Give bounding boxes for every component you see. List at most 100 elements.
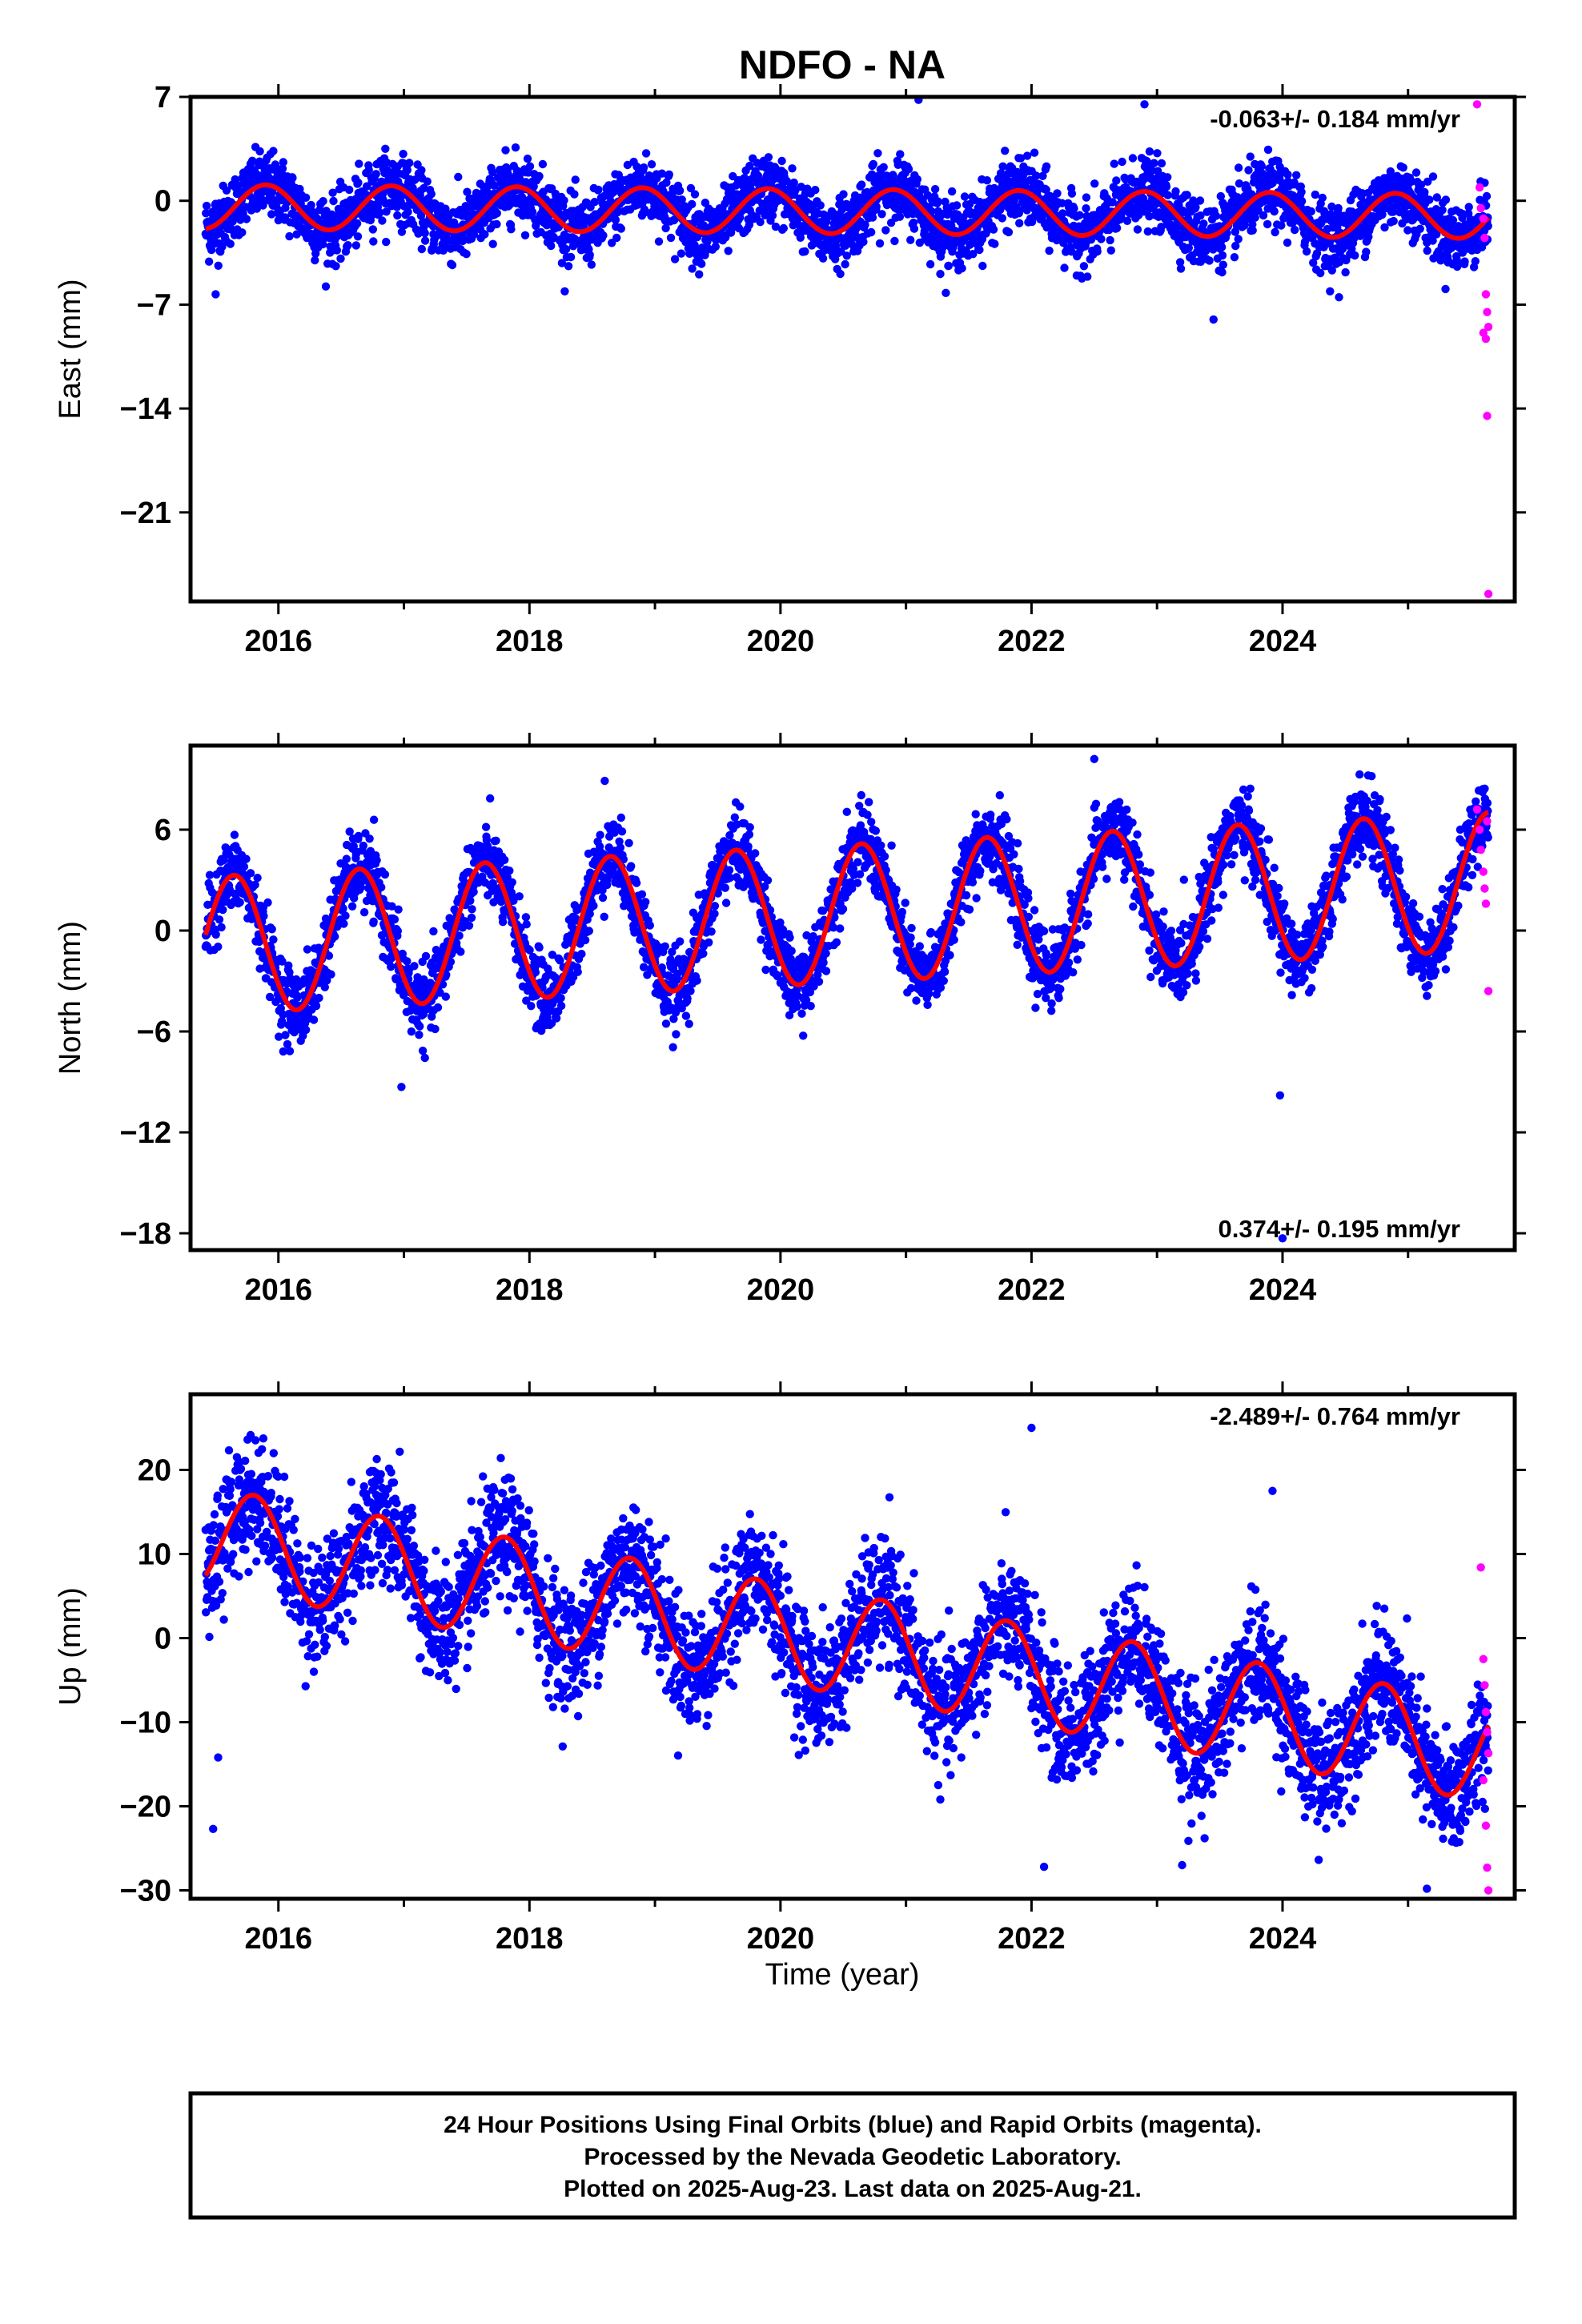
data-point — [1415, 224, 1424, 233]
data-point — [307, 200, 315, 210]
data-point — [421, 951, 431, 961]
panel-east: East (mm) 2016 2018 2020 2022 202470−7−14−21… — [54, 81, 1526, 658]
data-point — [861, 220, 869, 229]
data-point — [345, 185, 354, 195]
data-point — [881, 226, 890, 235]
data-point — [236, 215, 245, 224]
data-point — [697, 259, 706, 268]
data-point — [1297, 197, 1307, 206]
data-point — [285, 231, 294, 241]
data-point — [670, 255, 680, 263]
data-point — [455, 931, 464, 940]
data-point — [523, 155, 532, 163]
data-point — [371, 170, 380, 179]
y-tick-label: 7 — [155, 81, 171, 115]
data-point — [1118, 157, 1126, 167]
final-orbit-points-north — [201, 754, 1492, 1243]
data-point — [341, 911, 350, 920]
data-point — [311, 1001, 321, 1011]
data-point — [1090, 179, 1099, 188]
data-point — [801, 247, 809, 256]
data-point — [369, 917, 378, 927]
data-point — [321, 282, 331, 291]
data-point — [1441, 195, 1451, 204]
data-point — [1318, 193, 1327, 203]
data-point — [822, 217, 831, 226]
data-point — [1311, 190, 1320, 199]
data-point — [1378, 210, 1387, 219]
data-point — [577, 950, 586, 959]
data-point — [997, 172, 1006, 182]
data-point — [279, 158, 287, 167]
data-point — [982, 176, 992, 185]
data-point — [382, 207, 391, 216]
data-point — [1290, 225, 1299, 235]
data-point — [1042, 185, 1050, 195]
data-point — [873, 149, 882, 158]
data-point — [347, 902, 357, 911]
data-point — [1420, 187, 1429, 197]
data-point — [1408, 215, 1418, 224]
data-point — [1453, 259, 1462, 268]
data-point — [1464, 203, 1473, 211]
data-point — [1022, 151, 1032, 160]
data-point — [365, 834, 374, 843]
data-point — [238, 228, 247, 237]
data-point — [1403, 226, 1412, 235]
data-point — [1079, 262, 1089, 271]
data-point — [1471, 257, 1480, 266]
data-point — [512, 166, 521, 175]
y-axis-label-north: North (mm) — [54, 921, 87, 1075]
data-point — [1067, 189, 1077, 198]
data-point — [267, 210, 276, 219]
data-point — [1292, 171, 1301, 179]
data-point — [1218, 251, 1227, 260]
data-point — [343, 241, 352, 250]
data-point — [263, 898, 272, 907]
data-point — [639, 163, 648, 172]
data-point — [1151, 174, 1161, 183]
data-point — [1082, 193, 1091, 202]
data-point — [368, 225, 377, 234]
data-point — [909, 224, 919, 233]
data-point — [405, 159, 414, 167]
data-point — [1097, 235, 1106, 243]
plot-frame-east — [188, 94, 1517, 604]
data-point — [745, 220, 754, 229]
y-axis-label-east: East (mm) — [54, 279, 87, 419]
data-point — [214, 943, 223, 951]
data-point — [1248, 226, 1257, 235]
data-point — [515, 892, 524, 901]
data-point — [612, 233, 621, 243]
data-point — [654, 237, 664, 246]
data-point — [942, 288, 950, 297]
data-point — [480, 230, 489, 239]
data-point — [686, 183, 696, 193]
data-point — [677, 249, 686, 258]
data-point — [811, 186, 820, 195]
data-point — [387, 963, 396, 971]
data-point — [920, 227, 930, 235]
data-point — [301, 193, 311, 202]
rapid-orbit-point — [1483, 412, 1492, 420]
data-point — [492, 836, 500, 846]
data-point — [841, 259, 849, 269]
data-point — [1015, 219, 1024, 227]
data-point — [1441, 284, 1450, 294]
data-point — [393, 927, 402, 935]
data-point — [1235, 179, 1244, 188]
data-point — [1211, 211, 1221, 220]
data-point — [501, 146, 510, 155]
data-point — [1432, 193, 1442, 202]
data-point — [768, 211, 777, 220]
data-point — [989, 225, 998, 234]
data-point — [1184, 243, 1194, 252]
data-point — [517, 193, 527, 202]
data-point — [1302, 247, 1311, 256]
data-point — [1191, 203, 1200, 211]
data-point — [1423, 177, 1432, 186]
data-point — [1251, 213, 1259, 222]
data-point — [505, 866, 514, 875]
data-point — [359, 908, 369, 917]
